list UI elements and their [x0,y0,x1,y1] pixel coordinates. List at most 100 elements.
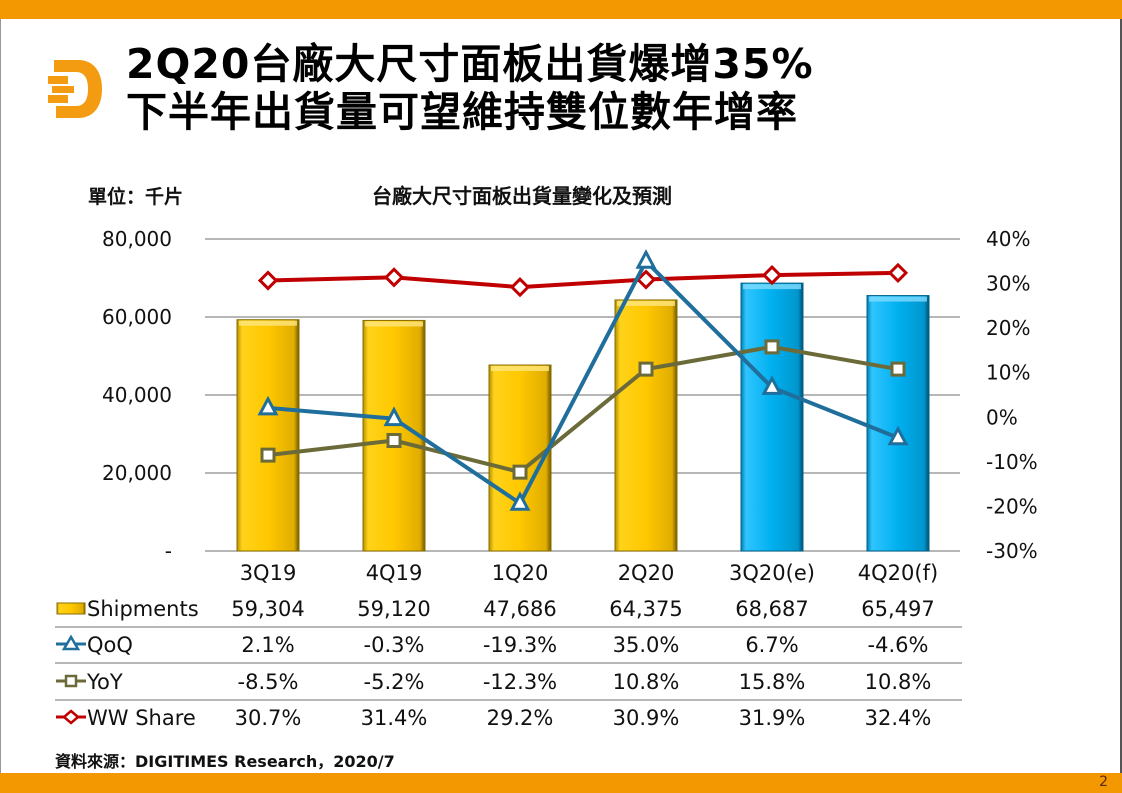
ww-share-value: 29.2% [487,706,554,730]
left-axis-tick-label: 80,000 [102,227,172,251]
ww-share-legend-marker-icon [62,709,80,725]
qoq-marker [761,375,783,395]
qoq-value: 6.7% [745,633,798,657]
right-axis-tick-label: 20% [986,316,1030,340]
right-axis-tick-label: 40% [986,227,1030,251]
qoq-legend-marker-icon [61,634,81,651]
ww-share-marker [761,264,783,286]
ww-share-value: 30.9% [613,706,680,730]
shipments-bar-body [236,319,300,552]
ww-share-row-label: WW Share [87,706,196,730]
yoy-value: 10.8% [865,670,932,694]
shipments-bar-body [614,299,678,552]
shipments-row-label: Shipments [87,597,199,621]
yoy-marker [386,432,402,448]
right-axis-tick-label: 10% [986,361,1030,385]
qoq-marker [383,406,405,427]
left-axis-tick-label: 60,000 [102,305,172,329]
ww-share-value: 30.7% [235,706,302,730]
source-note: 資料來源：DIGITIMES Research，2020/7 [55,752,395,771]
shipments-bar-body [740,282,804,552]
left-axis-tick-label: 20,000 [102,461,172,485]
qoq-marker [887,425,909,446]
unit-label: 單位：千片 [88,186,184,208]
ww-share-marker [635,269,657,290]
yoy-line [267,344,899,475]
qoq-row-label: QoQ [87,633,133,657]
ww-share-value: 32.4% [865,706,932,730]
slide-left-border [0,19,1,773]
left-axis-tick-label: 40,000 [102,383,172,407]
shipments-bar-bevel [743,284,801,290]
shipments-bar [614,299,678,552]
qoq-marker [635,249,657,269]
right-axis-tick-label: 0% [986,405,1018,429]
ww-share-marker [509,277,531,298]
shipments-value: 64,375 [609,597,682,621]
digitimes-d-logo-icon [48,60,102,118]
category-label: 1Q20 [492,561,549,585]
shipments-bar-body [866,295,930,552]
shipments-bar-body [488,364,552,552]
yoy-value: 10.8% [613,670,680,694]
yoy-value: -5.2% [364,670,425,694]
qoq-marker [257,395,279,416]
ww-share-value: 31.4% [361,706,428,730]
category-label: 3Q19 [240,561,297,585]
shipments-bar [866,295,930,552]
ww-share-marker [383,267,405,288]
shipments-bar-bevel [365,321,423,327]
qoq-value: -4.6% [868,633,929,657]
shipments-bar-bevel [491,366,549,372]
yoy-legend-marker-icon [64,674,78,688]
right-axis-tick-label: -30% [986,539,1038,563]
yoy-marker [764,339,780,355]
qoq-value: 2.1% [241,633,294,657]
bottom-accent-bar [0,773,1122,793]
category-label: 4Q20(f) [858,561,938,585]
slide-title: 2Q20台廠大尺寸面板出貨爆增35% 下半年出貨量可望維持雙位數年增率 [126,40,814,136]
yoy-marker [890,361,906,377]
shipments-value: 47,686 [483,597,556,621]
qoq-marker [509,491,531,511]
shipments-value: 68,687 [735,597,808,621]
shipments-bar-bevel [869,296,927,302]
category-label: 2Q20 [618,561,675,585]
qoq-value: -0.3% [364,633,425,657]
category-label: 4Q19 [366,561,423,585]
ww-share-marker [257,270,279,291]
shipments-value: 65,497 [861,597,934,621]
right-axis-tick-label: -10% [986,450,1038,474]
shipments-bar-bevel [617,300,675,306]
ww-share-line [267,270,899,290]
shipments-bar [236,319,300,552]
yoy-value: 15.8% [739,670,806,694]
slide-title-line-1: 2Q20台廠大尺寸面板出貨爆增35% [126,40,814,88]
qoq-value: 35.0% [613,633,680,657]
shipments-legend-key-icon [56,602,86,615]
category-label: 3Q20(e) [729,561,815,585]
qoq-value: -19.3% [483,633,557,657]
left-axis-tick-label: - [165,539,172,563]
shipments-bar [740,282,804,552]
shipments-value: 59,304 [231,597,304,621]
right-axis-tick-label: 30% [986,272,1030,296]
shipments-value: 59,120 [357,597,430,621]
page-number: 2 [1099,774,1108,790]
slide-title-line-2: 下半年出貨量可望維持雙位數年增率 [126,88,798,136]
ww-share-marker [887,262,909,283]
yoy-row-label: YoY [86,670,123,694]
yoy-value: -12.3% [483,670,557,694]
ww-share-value: 31.9% [739,706,806,730]
qoq-line [267,259,899,506]
yoy-marker [260,447,276,463]
chart-title: 台廠大尺寸面板出貨量變化及預測 [372,184,672,208]
top-accent-bar [0,0,1122,19]
shipments-bar [488,364,552,552]
yoy-marker [512,464,528,480]
yoy-value: -8.5% [238,670,299,694]
slide-right-border [1120,19,1122,773]
right-axis-tick-label: -20% [986,494,1038,518]
shipments-bar-bevel [239,320,297,326]
